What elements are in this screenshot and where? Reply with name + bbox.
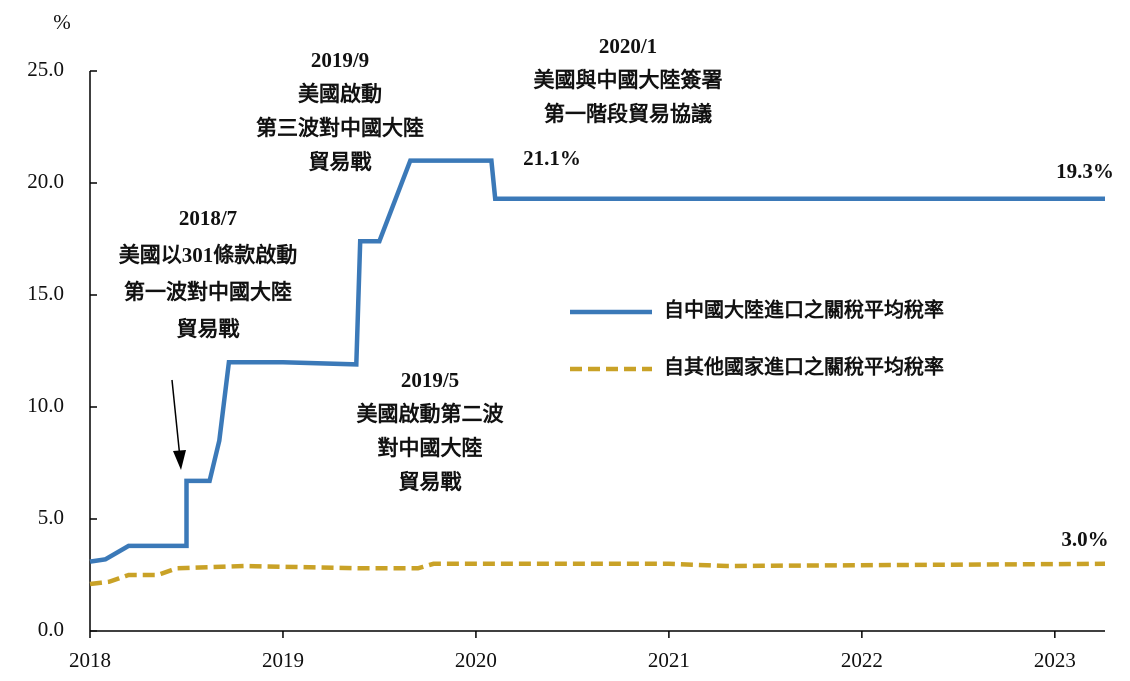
annotation: 貿易戰 (399, 470, 462, 494)
series-line (89, 561, 1106, 587)
series-line (89, 158, 1105, 564)
annotation: 美國啟動 (298, 82, 382, 106)
annotation: 2019/5 (401, 368, 459, 392)
annotation: 2018/7 (179, 206, 237, 230)
annotation: 第一階段貿易協議 (544, 102, 712, 126)
legend-label: 自其他國家進口之關稅平均稅率 (664, 355, 944, 379)
annotation: 21.1% (523, 146, 581, 170)
y-tick-label: 10.0 (27, 393, 64, 417)
annotation: 2020/1 (599, 34, 657, 58)
x-tick-label: 2022 (841, 648, 883, 672)
x-tick-label: 2019 (262, 648, 304, 672)
annotation: 貿易戰 (309, 150, 372, 174)
arrow-shaft (171, 379, 181, 459)
y-tick-label: 5.0 (38, 505, 64, 529)
y-tick-label: 20.0 (27, 169, 64, 193)
x-tick-label: 2021 (648, 648, 690, 672)
x-tick-label: 2018 (69, 648, 111, 672)
legend-label: 自中國大陸進口之關稅平均稅率 (664, 298, 944, 322)
y-tick-label: 0.0 (38, 617, 64, 641)
y-tick-label: 25.0 (27, 57, 64, 81)
annotation: 美國啟動第二波 (357, 402, 505, 426)
annotation: 對中國大陸 (378, 436, 483, 460)
y-tick-label: 15.0 (27, 281, 64, 305)
arrow-head (173, 450, 186, 470)
x-tick-label: 2020 (455, 648, 497, 672)
annotation: 第三波對中國大陸 (256, 116, 424, 140)
annotation: 2019/9 (311, 48, 369, 72)
annotation: 美國與中國大陸簽署 (534, 68, 723, 92)
annotation: 美國以301條款啟動 (119, 243, 298, 267)
annotation: 3.0% (1061, 527, 1108, 551)
y-axis-label: % (53, 10, 71, 34)
x-tick-label: 2023 (1034, 648, 1076, 672)
annotation: 第一波對中國大陸 (124, 280, 292, 304)
annotation: 19.3% (1056, 159, 1114, 183)
annotation: 貿易戰 (177, 317, 240, 341)
